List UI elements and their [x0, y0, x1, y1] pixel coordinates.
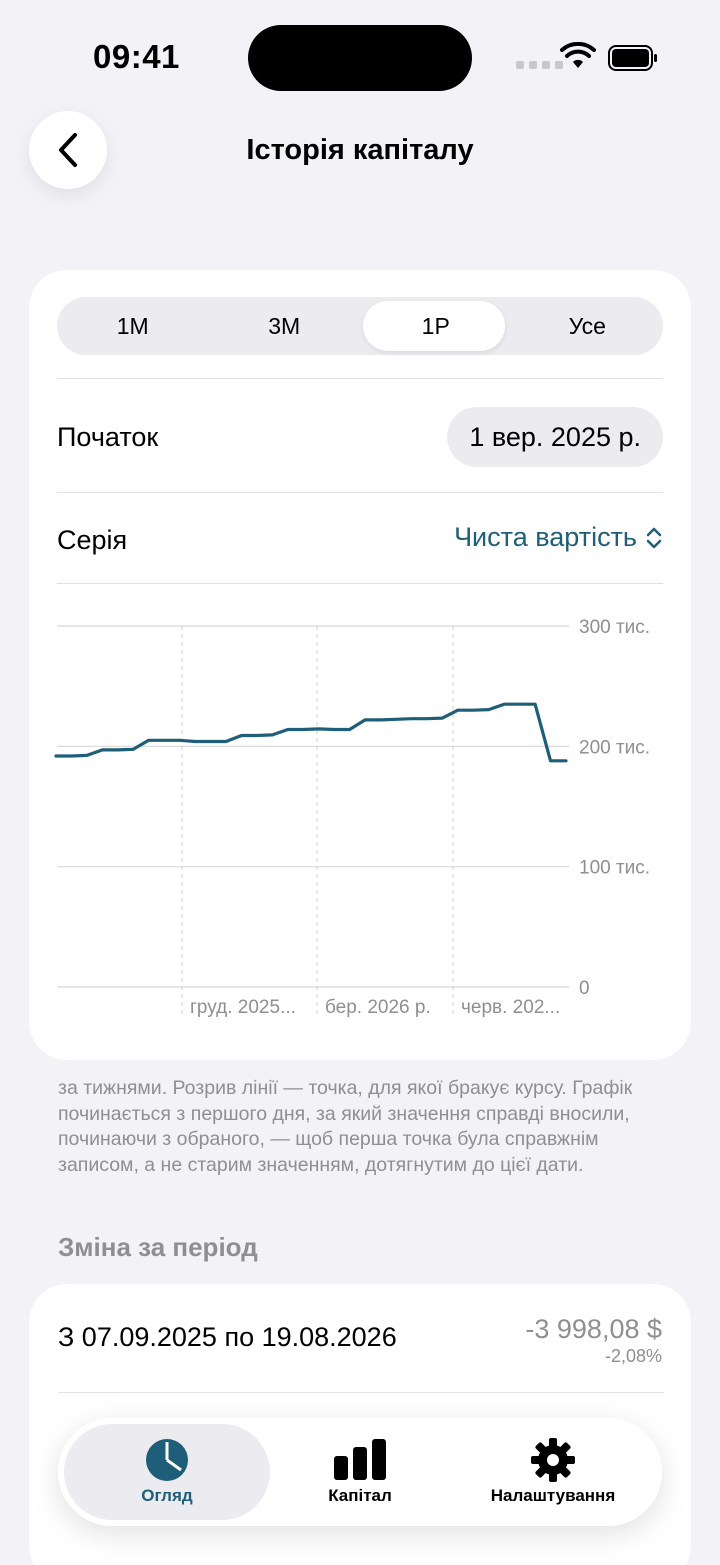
chart-y-tick-label: 0: [579, 978, 590, 999]
chart-y-tick-label: 200 тис.: [579, 737, 650, 758]
tab-overview-label: Огляд: [141, 1486, 193, 1505]
series-value: Чиста вартість: [454, 522, 637, 552]
page-title: Історія капіталу: [246, 134, 474, 166]
gear-icon: [531, 1438, 575, 1482]
battery-icon: [608, 45, 657, 71]
dynamic-island: [248, 25, 472, 91]
range-tab-3m[interactable]: 3М: [268, 313, 301, 339]
range-tab-1m[interactable]: 1М: [116, 313, 149, 339]
divider: [57, 378, 663, 379]
range-tab-1y[interactable]: 1Р: [421, 313, 450, 339]
divider: [58, 1392, 664, 1393]
chart-note: за тижнями. Розрив лінії — точка, для як…: [58, 1077, 633, 1176]
chart-x-tick-label: бер. 2026 р.: [325, 997, 431, 1018]
bar-chart-icon: [334, 1439, 386, 1480]
cellular-signal-icon: [516, 61, 563, 69]
series-label: Серія: [57, 525, 128, 555]
start-date-picker[interactable]: 1 вер. 2025 р.: [447, 407, 663, 467]
wifi-icon: [560, 42, 596, 68]
net-worth-chart: 300 тис. 200 тис. 100 тис. 0 груд. 2025... бе…: [54, 617, 650, 1018]
tab-capital[interactable]: Капітал: [286, 1418, 434, 1526]
divider: [57, 492, 663, 493]
change-amount: -3 998,08 $: [525, 1314, 662, 1344]
range-selected-indicator: [363, 301, 505, 351]
series-picker[interactable]: Чиста вартість: [454, 522, 663, 553]
chart-y-tick-label: 100 тис.: [579, 858, 650, 879]
history-card: 1М 3М 1Р Усе Початок 1 вер. 2025 р. Сері…: [29, 270, 691, 1060]
tab-capital-label: Капітал: [328, 1486, 392, 1505]
pie-chart-icon: [146, 1439, 188, 1481]
back-button[interactable]: [29, 111, 107, 189]
range-segmented-control: 1М 3М 1Р Усе: [57, 297, 663, 355]
start-label: Початок: [57, 422, 159, 452]
change-percent: -2,08%: [604, 1346, 662, 1366]
tab-settings[interactable]: Налаштування: [466, 1418, 640, 1526]
net-worth-series-line: [54, 702, 568, 763]
divider: [57, 583, 663, 584]
chevron-up-down-icon: [646, 527, 662, 548]
change-period: З 07.09.2025 по 19.08.2026: [58, 1322, 397, 1352]
tab-overview[interactable]: Огляд: [64, 1418, 270, 1526]
range-tab-all[interactable]: Усе: [568, 313, 606, 339]
chevron-left-icon: [59, 133, 77, 167]
tab-bar: Огляд Капітал Налаштування: [58, 1418, 662, 1526]
change-section-heading: Зміна за період: [58, 1232, 258, 1262]
chart-x-tick-label: груд. 2025...: [190, 997, 296, 1018]
chart-x-tick-label: черв. 202...: [461, 997, 560, 1018]
tab-settings-label: Налаштування: [490, 1486, 616, 1505]
status-time: 09:41: [93, 38, 180, 75]
chart-y-tick-label: 300 тис.: [579, 617, 650, 638]
